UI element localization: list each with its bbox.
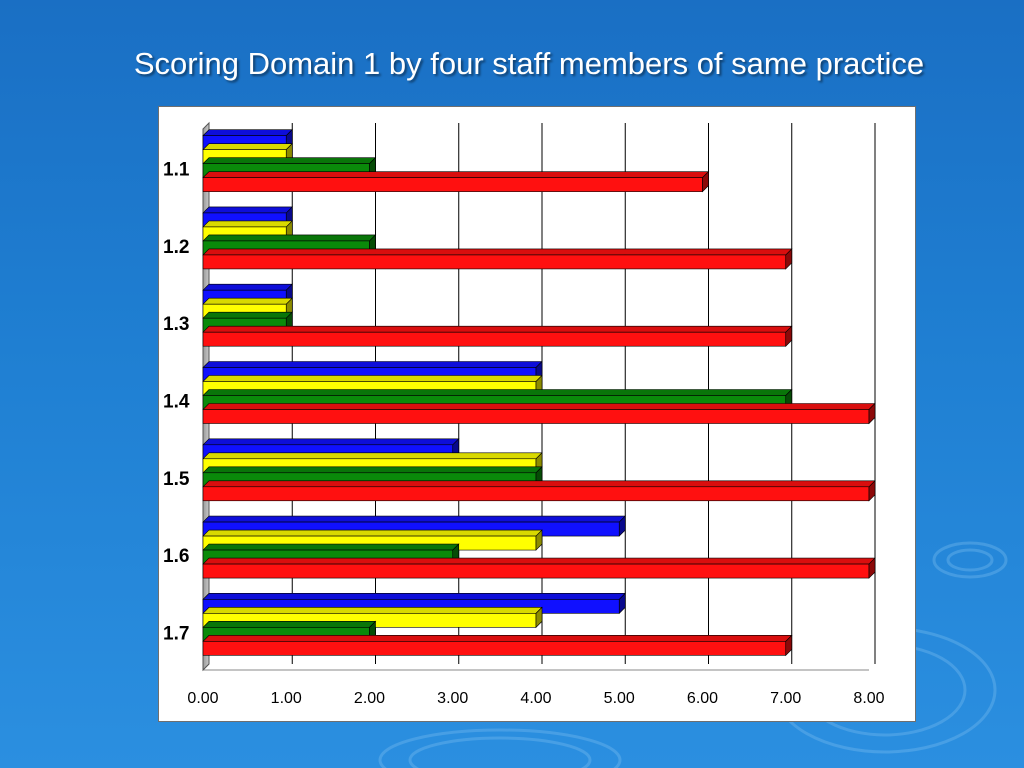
y-tick-label: 1.4 [163, 392, 190, 413]
x-tick-label: 6.00 [687, 690, 718, 707]
bar-chart: 1.1 1.2 1.3 1.4 1.5 1.6 1.7 0.00 1.00 2.00 3.00 4.… [163, 121, 885, 707]
y-tick-label: 1.1 [163, 160, 190, 181]
y-tick-label: 1.5 [163, 469, 190, 490]
x-tick-label: 8.00 [853, 690, 884, 707]
x-tick-label: 0.00 [187, 690, 218, 707]
x-axis-labels: 0.00 1.00 2.00 3.00 4.00 5.00 6.00 7.00 8.00 [187, 690, 884, 707]
bar-1.3-series-4 [202, 325, 793, 347]
slide-title: Scoring Domain 1 by four staff members o… [133, 46, 925, 81]
bar-1.2-series-4 [202, 248, 793, 270]
bar-1.7-series-4 [202, 634, 793, 657]
x-tick-label: 3.00 [437, 690, 468, 707]
chart-panel: 1.1 1.2 1.3 1.4 1.5 1.6 1.7 0.00 1.00 2.00 3.00 4.… [158, 106, 916, 722]
y-tick-label: 1.6 [163, 546, 189, 567]
x-tick-label: 1.00 [271, 690, 302, 707]
x-tick-label: 2.00 [354, 690, 385, 707]
bar-1.1-series-4 [202, 170, 710, 193]
bar-1.6-series-4 [202, 557, 876, 579]
bar-1.5-series-4 [202, 480, 876, 502]
chart-bars [202, 128, 876, 657]
y-axis-labels: 1.1 1.2 1.3 1.4 1.5 1.6 1.7 [163, 160, 190, 645]
bar-1.4-series-4 [202, 402, 876, 425]
y-tick-label: 1.2 [163, 237, 189, 258]
x-tick-label: 4.00 [520, 690, 551, 707]
y-tick-label: 1.7 [163, 623, 189, 644]
x-tick-label: 5.00 [604, 690, 635, 707]
y-tick-label: 1.3 [163, 314, 189, 335]
x-tick-label: 7.00 [770, 690, 801, 707]
